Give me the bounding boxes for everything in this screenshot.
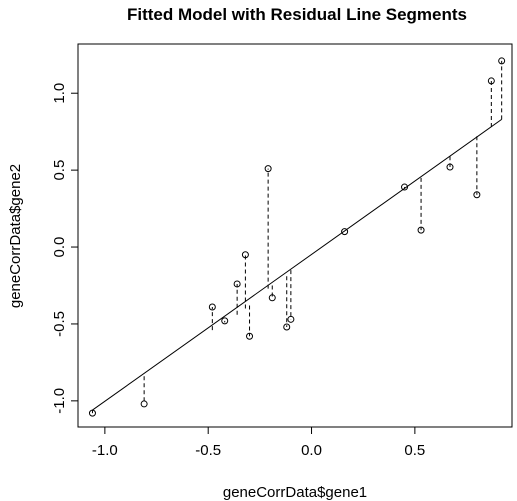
x-tick-label: 0.5 (404, 442, 425, 459)
fitted-line (92, 118, 502, 411)
fitted-line-group (92, 118, 502, 411)
data-point (241, 251, 249, 259)
data-point (446, 163, 454, 171)
data-point (268, 294, 276, 302)
x-tick-label: -0.5 (195, 442, 221, 459)
data-point (208, 303, 216, 311)
data-point (264, 165, 272, 173)
x-tick-label: 0.0 (301, 442, 322, 459)
y-tick-label: -0.5 (51, 311, 68, 337)
data-point (140, 400, 148, 408)
data-point (487, 77, 495, 85)
residual-segments (91, 60, 503, 414)
data-point (417, 226, 425, 234)
y-axis-label: geneCorrData$gene2 (7, 164, 24, 308)
y-tick-label: 1.0 (51, 83, 68, 104)
data-point (401, 183, 409, 191)
data-point (341, 228, 349, 236)
data-point (88, 409, 96, 417)
data-points (88, 57, 506, 417)
y-tick-label: 0.0 (51, 237, 68, 258)
data-point (287, 315, 295, 323)
x-axis-label: geneCorrData$gene1 (223, 484, 367, 501)
data-point (283, 323, 291, 331)
y-tick-label: 0.5 (51, 160, 68, 181)
data-point (246, 332, 254, 340)
y-axis: -1.0 -0.5 0.0 0.5 1.0 (51, 83, 79, 414)
data-point (233, 280, 241, 288)
data-point (221, 317, 229, 325)
data-point (498, 57, 506, 65)
chart-title: Fitted Model with Residual Line Segments (127, 5, 467, 24)
x-tick-label: -1.0 (92, 442, 118, 459)
data-point (473, 191, 481, 199)
y-tick-label: -1.0 (51, 388, 68, 414)
x-axis: -1.0 -0.5 0.0 0.5 (92, 426, 425, 459)
